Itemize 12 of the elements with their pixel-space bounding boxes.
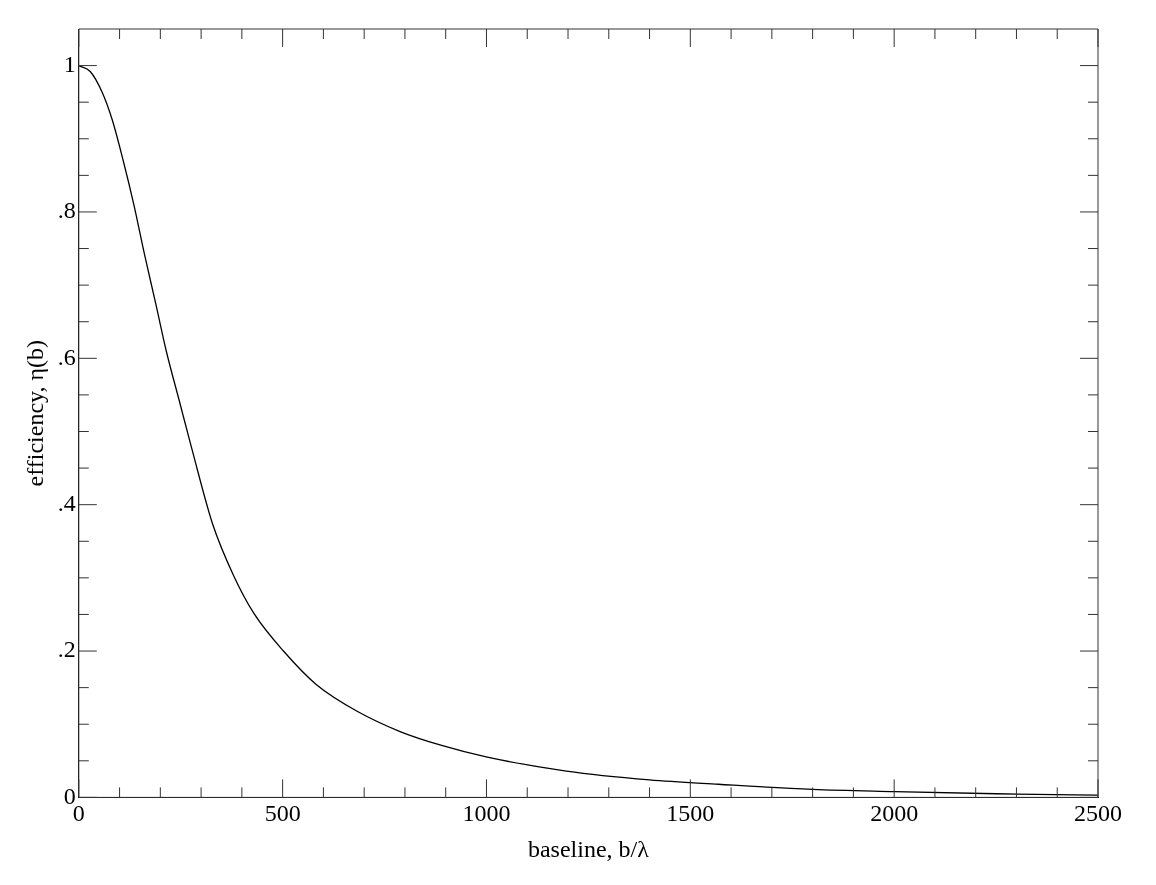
y-tick-label: 1 xyxy=(63,50,76,77)
y-tick-label: .6 xyxy=(57,343,76,370)
y-tick-label: .4 xyxy=(57,489,76,516)
x-tick-label: 2000 xyxy=(870,800,919,827)
y-tick-label: .8 xyxy=(57,197,76,224)
y-tick-label: .2 xyxy=(57,636,76,663)
x-tick-label: 2500 xyxy=(1074,800,1122,827)
x-tick-label: 500 xyxy=(264,800,301,827)
x-axis-title: baseline, b/λ xyxy=(527,835,650,862)
x-tick-label: 1000 xyxy=(462,800,511,827)
y-axis-title: efficiency, η(b) xyxy=(21,339,48,487)
x-tick-label: 1500 xyxy=(666,800,715,827)
